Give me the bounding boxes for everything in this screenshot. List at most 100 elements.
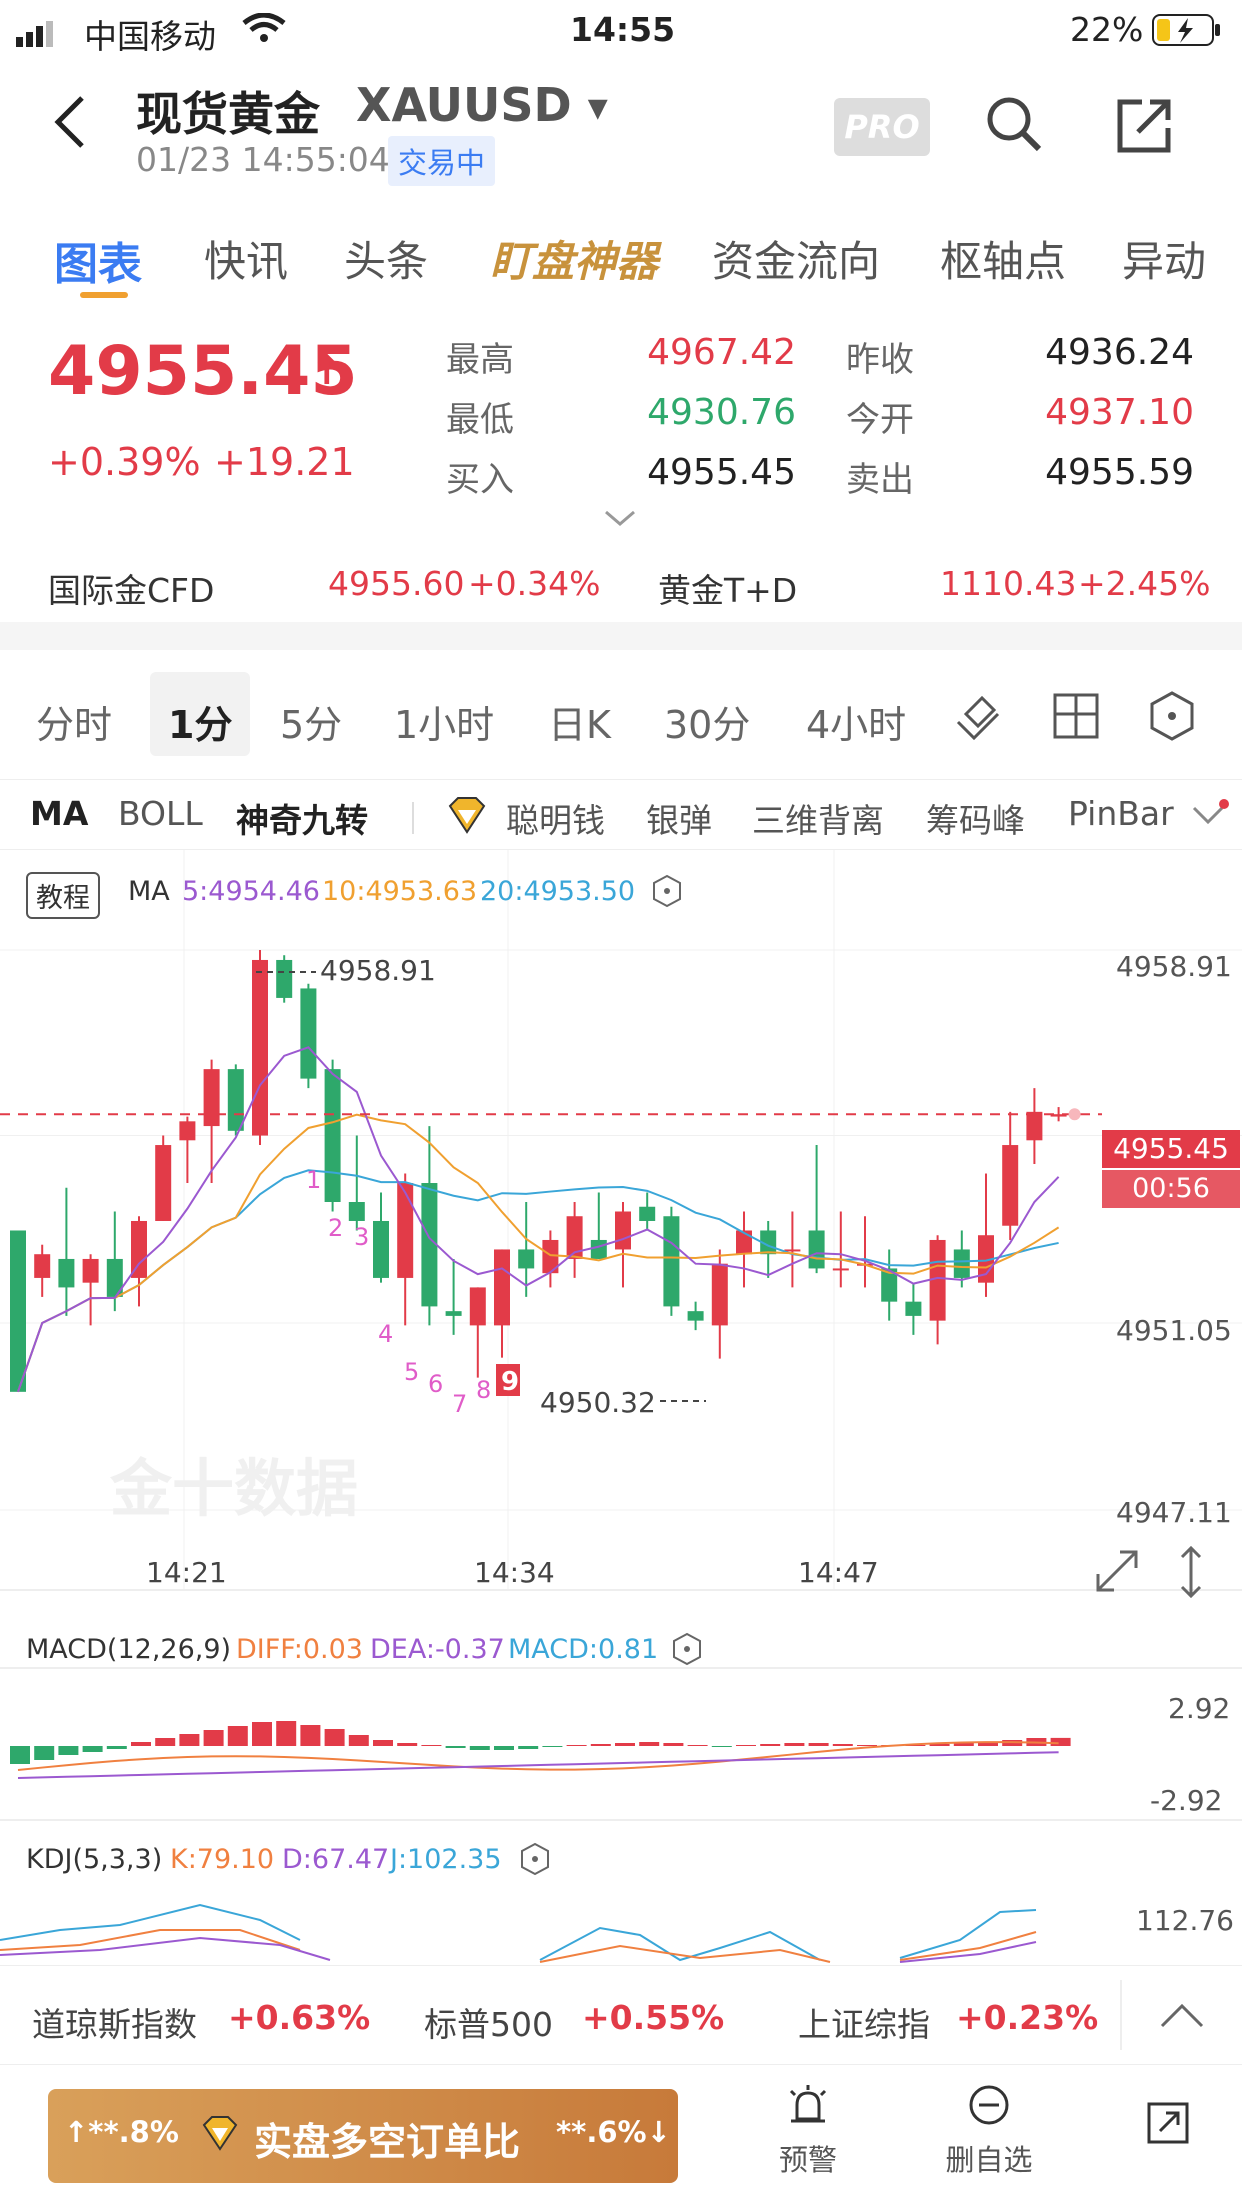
gold-td-pct: +2.45%: [1078, 564, 1211, 603]
indicator-boll[interactable]: BOLL: [118, 794, 203, 833]
indicator-3d-divergence[interactable]: 三维背离: [752, 801, 884, 840]
macd-bar: [421, 1745, 442, 1746]
kdj-k-line: [0, 1929, 301, 1951]
period-5min[interactable]: 5分: [280, 703, 343, 747]
tab-active-indicator: [80, 292, 128, 298]
search-icon[interactable]: [984, 94, 1044, 158]
fullscreen-icon[interactable]: [1094, 1548, 1140, 1598]
macd-bar: [276, 1721, 297, 1746]
tab-movement[interactable]: 异动: [1122, 237, 1207, 286]
indicator-chip-peak[interactable]: 筹码峰: [926, 801, 1025, 840]
candle-body: [324, 1069, 341, 1202]
expand-chevron-icon[interactable]: [604, 508, 636, 532]
nine-label: 6: [428, 1370, 443, 1398]
period-1hour[interactable]: 1小时: [394, 703, 495, 747]
indicator-ma[interactable]: MA: [30, 794, 89, 833]
candle-body: [953, 1249, 970, 1278]
kdj-axis-top: 112.76: [1136, 1904, 1234, 1937]
candle-body: [929, 1239, 946, 1321]
tab-fund-flow[interactable]: 资金流向: [712, 237, 881, 286]
tab-watch-tool[interactable]: 盯盘神器: [490, 237, 659, 286]
candle-body: [615, 1211, 631, 1250]
datetime: 01/23 14:55:04: [136, 140, 390, 179]
settings-hex-icon[interactable]: [1148, 690, 1196, 746]
back-icon[interactable]: [50, 92, 90, 156]
macd-bar: [857, 1745, 877, 1746]
candle-body: [131, 1220, 147, 1278]
more-chevron-icon[interactable]: [1190, 798, 1230, 836]
index-ticker[interactable]: 道琼斯指数 +0.63% 标普500 +0.55% 上证综指 +0.23%: [0, 1965, 1242, 2065]
alert-button[interactable]: 预警: [760, 2083, 856, 2193]
kdj-settings-icon[interactable]: [520, 1842, 550, 1880]
watermark: 金十数据: [110, 1452, 359, 1525]
alarm-icon: [760, 2083, 856, 2137]
indicator-silver-bullet[interactable]: 银弹: [646, 801, 712, 840]
candle-body: [421, 1183, 438, 1307]
vertical-scale-icon[interactable]: [1176, 1545, 1206, 1602]
tab-chart[interactable]: 图表: [54, 239, 142, 290]
index-sp500-name: 标普500: [424, 2005, 553, 2044]
divider: [1120, 1980, 1122, 2050]
price-up-arrow-icon: ↑: [310, 348, 344, 394]
macd-axis-bottom: -2.92: [1150, 1784, 1223, 1817]
share-icon[interactable]: [1114, 96, 1174, 160]
candle-body: [82, 1258, 99, 1283]
quote-panel: 4955.45 ↑ +0.39% +19.21 最高 最低 买入 4967.42…: [0, 312, 1242, 622]
period-daily[interactable]: 日K: [548, 703, 611, 747]
time-label-3: 14:47: [798, 1556, 879, 1589]
candlestick-chart[interactable]: 12 3 45 67 8 9: [0, 850, 1242, 1965]
header: 现货黄金 XAUUSD ▼ 01/23 14:55:04 交易中 PRO: [0, 62, 1242, 194]
macd-bar: [711, 1746, 732, 1747]
watch-label: 删自选: [945, 2143, 1033, 2177]
period-4hour[interactable]: 4小时: [806, 703, 907, 747]
period-30min[interactable]: 30分: [664, 703, 751, 747]
macd-bar: [397, 1743, 418, 1746]
candle-body: [881, 1268, 898, 1302]
symbol-selector[interactable]: XAUUSD ▼: [356, 78, 608, 132]
candle-body: [808, 1230, 825, 1269]
macd-bar: [929, 1744, 950, 1746]
draw-tool-icon[interactable]: [952, 692, 1002, 748]
bottom-toolbar: ↑**.8% 实盘多空订单比 **.6%↓ 预警 删自选: [0, 2065, 1242, 2208]
intl-gold-label[interactable]: 国际金CFD: [48, 571, 215, 610]
ma-settings-icon[interactable]: [652, 874, 682, 912]
prev-close-label: 昨收: [846, 340, 914, 380]
current-price: 4955.45: [48, 332, 358, 411]
order-ratio-banner[interactable]: ↑**.8% 实盘多空订单比 **.6%↓: [48, 2089, 678, 2183]
tab-news[interactable]: 快讯: [204, 237, 289, 286]
bid-label: 买入: [446, 460, 514, 500]
tab-pivot[interactable]: 枢轴点: [940, 237, 1067, 286]
kdj-d: D:67.47: [282, 1844, 390, 1875]
candle-body: [445, 1311, 462, 1316]
caret-down-icon: ▼: [587, 93, 608, 124]
macd-bar: [542, 1746, 563, 1747]
share-box-icon[interactable]: [1146, 2101, 1190, 2149]
indicator-pinbar[interactable]: PinBar: [1068, 794, 1174, 833]
pro-badge[interactable]: PRO: [834, 98, 930, 156]
indicator-smart-money[interactable]: 聪明钱: [506, 801, 605, 840]
candle-body: [905, 1301, 922, 1316]
remove-watchlist-button[interactable]: 删自选: [934, 2083, 1044, 2193]
tab-bar: 图表 快讯 头条 盯盘神器 资金流向 枢轴点 异动: [0, 200, 1242, 310]
nine-label: 5: [404, 1358, 419, 1386]
tab-headlines[interactable]: 头条: [344, 237, 429, 286]
macd-bar: [300, 1725, 321, 1746]
gold-td-label[interactable]: 黄金T+D: [658, 571, 798, 610]
macd-bar: [203, 1730, 224, 1746]
macd-bar: [1050, 1737, 1071, 1746]
tutorial-button[interactable]: 教程: [26, 872, 100, 919]
indicator-nine[interactable]: 神奇九转: [236, 801, 368, 840]
macd-bar: [324, 1729, 345, 1746]
period-timeshare[interactable]: 分时: [36, 703, 113, 747]
y-axis-mid: 4951.05: [1116, 1314, 1232, 1347]
period-1min[interactable]: 1分: [168, 703, 233, 747]
macd-bar: [784, 1743, 805, 1746]
macd-settings-icon[interactable]: [672, 1632, 702, 1670]
candle-body: [469, 1287, 486, 1326]
diamond-icon: [446, 796, 488, 840]
chevron-up-icon[interactable]: [1158, 2000, 1206, 2034]
layout-grid-icon[interactable]: [1052, 692, 1100, 744]
clock: 14:55: [570, 10, 676, 49]
time-label-2: 14:34: [474, 1556, 555, 1589]
